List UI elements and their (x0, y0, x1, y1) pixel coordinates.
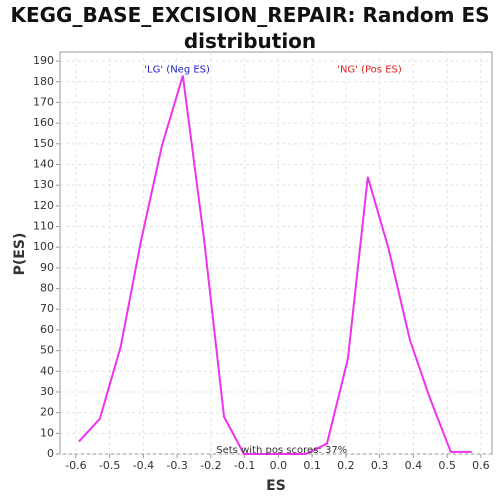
annotation: 'LG' (Neg ES) (144, 64, 210, 75)
y-tick-label: 10 (40, 426, 54, 439)
y-tick-label: 160 (33, 116, 54, 129)
y-tick-label: 80 (40, 282, 54, 295)
y-tick-label: 60 (40, 323, 54, 336)
x-tick-label: 0.5 (438, 459, 456, 472)
x-tick-label: -0.6 (65, 459, 86, 472)
x-tick-label: 0.6 (472, 459, 490, 472)
y-tick-label: 100 (33, 240, 54, 253)
y-tick-label: 0 (47, 447, 54, 460)
y-tick-label: 110 (33, 220, 54, 233)
plot-area (59, 51, 493, 455)
y-tick-label: 190 (33, 54, 54, 67)
y-tick-label: 120 (33, 199, 54, 212)
y-tick-label: 170 (33, 95, 54, 108)
x-tick-label: -0.3 (166, 459, 187, 472)
y-tick-label: 140 (33, 157, 54, 170)
y-tick-label: 20 (40, 406, 54, 419)
y-axis-label: P(ES) (12, 233, 28, 276)
y-tick-label: 30 (40, 385, 54, 398)
x-tick-label: -0.5 (99, 459, 120, 472)
x-axis-label: ES (266, 478, 286, 494)
x-tick-label: 0.2 (337, 459, 355, 472)
y-tick-label: 50 (40, 344, 54, 357)
x-tick-label: -0.2 (200, 459, 221, 472)
x-tick-label: -0.4 (133, 459, 154, 472)
chart-title: KEGG_BASE_EXCISION_REPAIR: Random ES dis… (10, 3, 490, 53)
y-tick-label: 150 (33, 137, 54, 150)
y-tick-label: 40 (40, 364, 54, 377)
x-tick-label: 0.4 (405, 459, 423, 472)
x-tick-label: -0.1 (234, 459, 255, 472)
y-tick-label: 90 (40, 261, 54, 274)
annotation: 'NG' (Pos ES) (337, 64, 402, 75)
x-tick-label: 0.1 (303, 459, 321, 472)
series-line (78, 75, 472, 455)
annotation: Sets with pos scores: 37% (216, 445, 347, 456)
y-tick-label: 70 (40, 302, 54, 315)
x-tick-label: 0.3 (371, 459, 389, 472)
y-tick-label: 130 (33, 178, 54, 191)
x-tick-label: 0.0 (270, 459, 288, 472)
y-tick-label: 180 (33, 75, 54, 88)
